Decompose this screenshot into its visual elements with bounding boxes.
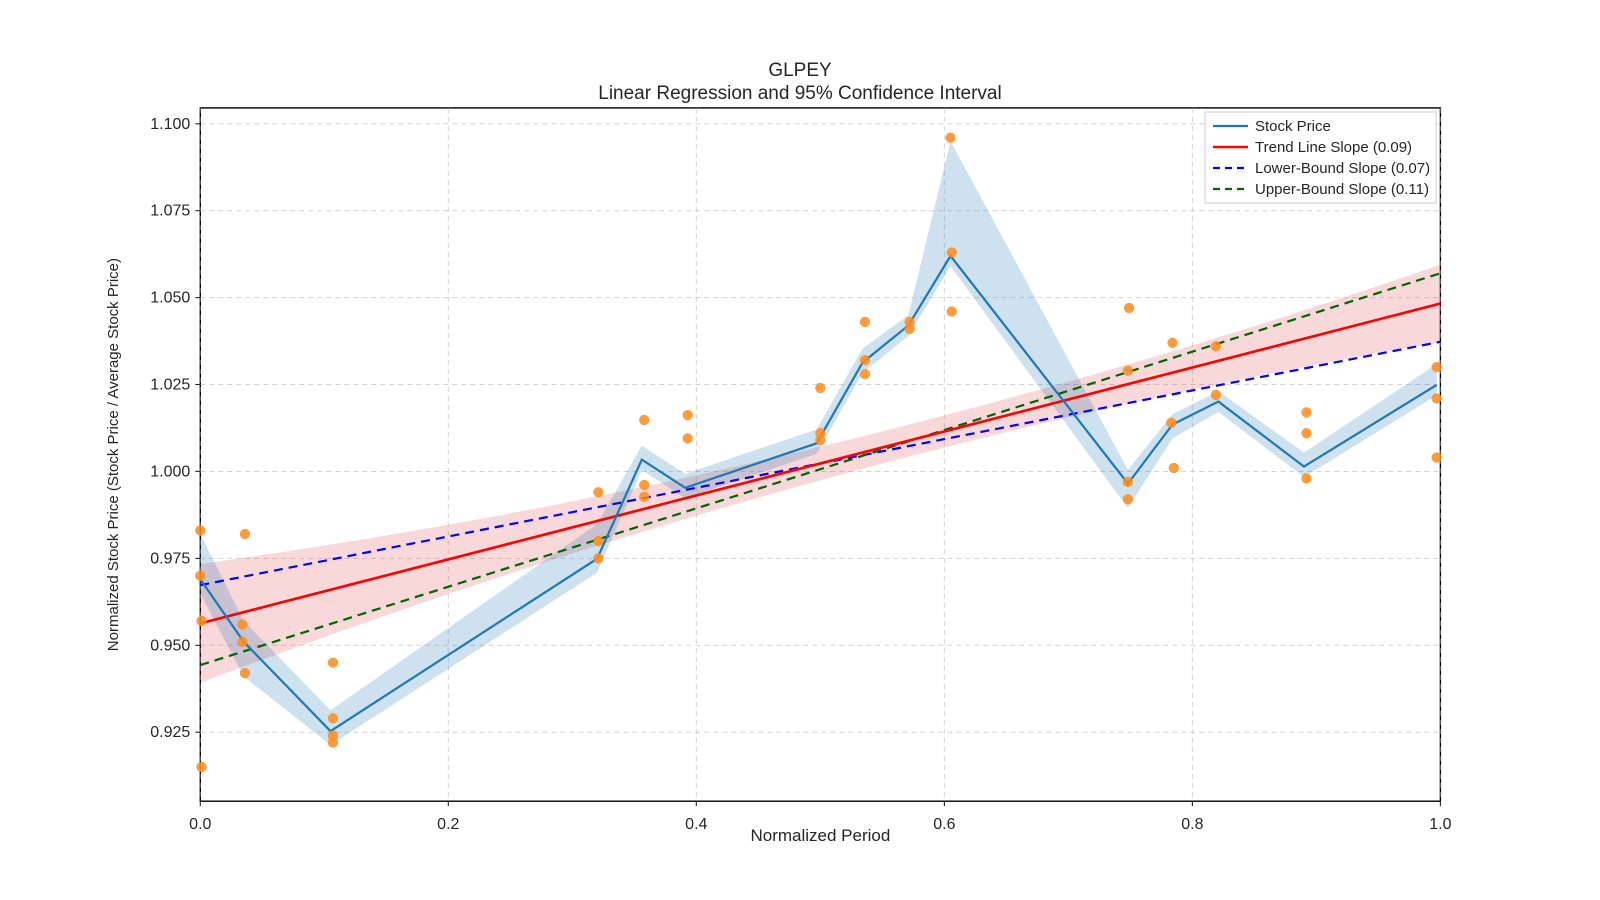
- svg-text:Linear Regression and 95% Conf: Linear Regression and 95% Confidence Int…: [598, 83, 1001, 104]
- svg-text:1.075: 1.075: [150, 203, 190, 220]
- svg-text:Upper-Bound Slope (0.11): Upper-Bound Slope (0.11): [1255, 181, 1429, 198]
- svg-text:0.8: 0.8: [1181, 816, 1203, 833]
- svg-text:1.050: 1.050: [150, 290, 190, 307]
- svg-text:Lower-Bound Slope (0.07): Lower-Bound Slope (0.07): [1255, 160, 1430, 177]
- svg-text:Normalized Period: Normalized Period: [750, 826, 890, 845]
- svg-text:1.025: 1.025: [150, 377, 190, 394]
- svg-text:Trend Line Slope (0.09): Trend Line Slope (0.09): [1255, 139, 1412, 156]
- svg-text:Normalized Stock Price (Stock: Normalized Stock Price (Stock Price / Av…: [105, 258, 122, 651]
- svg-text:0.4: 0.4: [685, 816, 707, 833]
- svg-text:0.2: 0.2: [437, 816, 459, 833]
- svg-text:0.925: 0.925: [150, 724, 190, 741]
- svg-text:1.0: 1.0: [1429, 816, 1451, 833]
- svg-text:Stock Price: Stock Price: [1255, 118, 1331, 135]
- svg-text:0.0: 0.0: [189, 816, 211, 833]
- svg-text:0.6: 0.6: [933, 816, 955, 833]
- svg-text:GLPEY: GLPEY: [768, 60, 832, 81]
- svg-text:1.100: 1.100: [150, 116, 190, 133]
- svg-text:0.950: 0.950: [150, 637, 190, 654]
- svg-text:0.975: 0.975: [150, 550, 190, 567]
- svg-text:1.000: 1.000: [150, 463, 190, 480]
